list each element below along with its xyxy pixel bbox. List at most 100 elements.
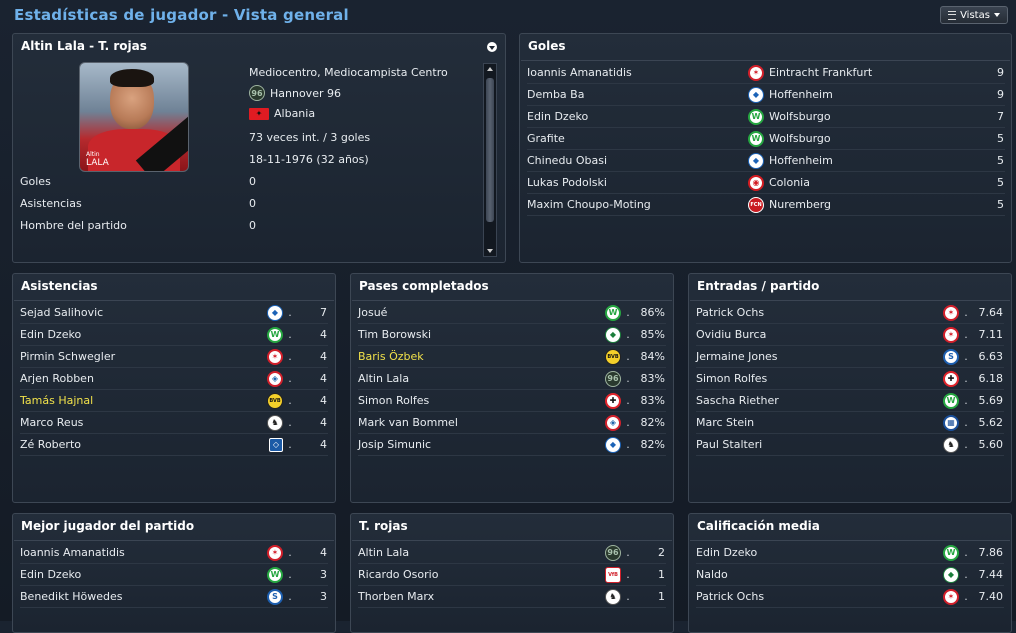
stat-value: 83% bbox=[640, 394, 665, 407]
table-row[interactable]: Pirmin Schwegler ✶. 4 bbox=[20, 346, 328, 368]
player-name[interactable]: Zé Roberto bbox=[20, 438, 81, 451]
scrollbar[interactable] bbox=[483, 63, 497, 257]
player-name[interactable]: Sascha Riether bbox=[696, 394, 779, 407]
player-name[interactable]: Ovidiu Burca bbox=[696, 328, 767, 341]
player-name[interactable]: Marc Stein bbox=[696, 416, 755, 429]
player-name[interactable]: Altin Lala bbox=[358, 546, 410, 559]
table-row[interactable]: Altin Lala 96. 2 bbox=[358, 542, 666, 564]
table-row[interactable]: Zé Roberto ◇. 4 bbox=[20, 434, 328, 456]
club-cell[interactable]: FCN Nuremberg bbox=[748, 196, 974, 213]
player-name[interactable]: Demba Ba bbox=[527, 88, 585, 101]
separator-dot: . bbox=[964, 350, 968, 363]
wolfsburg-crest-icon: W bbox=[748, 108, 764, 125]
player-name[interactable]: Simon Rolfes bbox=[358, 394, 430, 407]
player-name[interactable]: Ricardo Osorio bbox=[358, 568, 439, 581]
table-row[interactable]: Sascha Riether W. 5.69 bbox=[696, 390, 1004, 412]
table-row[interactable]: Naldo ◆. 7.44 bbox=[696, 564, 1004, 586]
player-name[interactable]: Josip Simunic bbox=[358, 438, 432, 451]
player-name[interactable]: Naldo bbox=[696, 568, 728, 581]
table-row[interactable]: Baris Özbek BVB. 84% bbox=[358, 346, 666, 368]
table-row[interactable]: Patrick Ochs ✶. 7.40 bbox=[696, 586, 1004, 608]
table-row[interactable]: Edin Dzeko W. 3 bbox=[20, 564, 328, 586]
player-name[interactable]: Marco Reus bbox=[20, 416, 84, 429]
player-name[interactable]: Pirmin Schwegler bbox=[20, 350, 116, 363]
table-row[interactable]: Jermaine Jones S. 6.63 bbox=[696, 346, 1004, 368]
player-name[interactable]: Chinedu Obasi bbox=[527, 154, 608, 167]
table-row[interactable]: Marco Reus ♞. 4 bbox=[20, 412, 328, 434]
player-name[interactable]: Josué bbox=[358, 306, 388, 319]
table-row[interactable]: Arjen Robben ◈. 4 bbox=[20, 368, 328, 390]
table-row[interactable]: Tamás Hajnal BVB. 4 bbox=[20, 390, 328, 412]
table-row[interactable]: Edin Dzeko W. 7.86 bbox=[696, 542, 1004, 564]
scrollbar-thumb[interactable] bbox=[486, 78, 494, 222]
player-name[interactable]: Edin Dzeko bbox=[527, 110, 589, 123]
table-row[interactable]: Simon Rolfes ✚. 6.18 bbox=[696, 368, 1004, 390]
player-name[interactable]: Patrick Ochs bbox=[696, 590, 765, 603]
stat-value: 5 bbox=[997, 132, 1004, 145]
club-cell[interactable]: W Wolfsburgo bbox=[748, 130, 974, 147]
table-row[interactable]: Grafite W Wolfsburgo 5 bbox=[527, 128, 1005, 150]
player-name[interactable]: Maxim Choupo-Moting bbox=[527, 198, 651, 211]
table-row[interactable]: Marc Stein ▦. 5.62 bbox=[696, 412, 1004, 434]
stat-value: 4 bbox=[320, 328, 327, 341]
scroll-down-icon[interactable] bbox=[487, 249, 493, 253]
table-row[interactable]: Lukas Podolski ◉ Colonia 5 bbox=[527, 172, 1005, 194]
table-row[interactable]: Tim Borowski ◆. 85% bbox=[358, 324, 666, 346]
separator-dot: . bbox=[964, 372, 968, 385]
player-name[interactable]: Baris Özbek bbox=[358, 350, 424, 363]
table-row[interactable]: Demba Ba ◆ Hoffenheim 9 bbox=[527, 84, 1005, 106]
club-cell[interactable]: ◆ Hoffenheim bbox=[748, 152, 974, 169]
player-name[interactable]: Ioannis Amanatidis bbox=[20, 546, 125, 559]
table-row[interactable]: Benedikt Höwedes S. 3 bbox=[20, 586, 328, 608]
player-name[interactable]: Patrick Ochs bbox=[696, 306, 765, 319]
table-row[interactable]: Ioannis Amanatidis ✶. 4 bbox=[20, 542, 328, 564]
views-button[interactable]: Vistas bbox=[940, 6, 1008, 24]
player-name[interactable]: Altin Lala bbox=[358, 372, 410, 385]
scroll-up-icon[interactable] bbox=[487, 67, 493, 71]
player-nation[interactable]: ✦ Albania bbox=[249, 107, 315, 120]
table-row[interactable]: Thorben Marx ♞. 1 bbox=[358, 586, 666, 608]
stat-value: 4 bbox=[320, 438, 327, 451]
views-button-label: Vistas bbox=[960, 9, 990, 21]
player-name[interactable]: Thorben Marx bbox=[358, 590, 435, 603]
panel-menu-icon[interactable] bbox=[487, 42, 497, 52]
player-name[interactable]: Jermaine Jones bbox=[696, 350, 778, 363]
player-name[interactable]: Tim Borowski bbox=[358, 328, 432, 341]
table-row[interactable]: Mark van Bommel ◈. 82% bbox=[358, 412, 666, 434]
table-row[interactable]: Edin Dzeko W. 4 bbox=[20, 324, 328, 346]
player-name[interactable]: Edin Dzeko bbox=[20, 328, 82, 341]
club-cell[interactable]: W Wolfsburgo bbox=[748, 108, 974, 125]
player-name[interactable]: Tamás Hajnal bbox=[20, 394, 94, 407]
gladbach-crest-icon: ♞ bbox=[943, 436, 959, 453]
table-row[interactable]: Ovidiu Burca ✶. 7.11 bbox=[696, 324, 1004, 346]
player-club[interactable]: 96 Hannover 96 bbox=[249, 85, 341, 101]
club-cell[interactable]: ◉ Colonia bbox=[748, 174, 974, 191]
stat-value: 7.64 bbox=[978, 306, 1004, 319]
player-name[interactable]: Mark van Bommel bbox=[358, 416, 458, 429]
eintracht-frankfurt-crest-icon: ✶ bbox=[267, 348, 283, 365]
player-name[interactable]: Grafite bbox=[527, 132, 565, 145]
player-name[interactable]: Lukas Podolski bbox=[527, 176, 607, 189]
table-row[interactable]: Chinedu Obasi ◆ Hoffenheim 5 bbox=[527, 150, 1005, 172]
table-row[interactable]: Patrick Ochs ✶. 7.64 bbox=[696, 302, 1004, 324]
table-row[interactable]: Paul Stalteri ♞. 5.60 bbox=[696, 434, 1004, 456]
table-row[interactable]: Altin Lala 96. 83% bbox=[358, 368, 666, 390]
table-row[interactable]: Josué W. 86% bbox=[358, 302, 666, 324]
player-name[interactable]: Benedikt Höwedes bbox=[20, 590, 123, 603]
club-cell[interactable]: ✶ Eintracht Frankfurt bbox=[748, 64, 974, 81]
player-name[interactable]: Simon Rolfes bbox=[696, 372, 768, 385]
table-row[interactable]: Simon Rolfes ✚. 83% bbox=[358, 390, 666, 412]
player-name[interactable]: Paul Stalteri bbox=[696, 438, 763, 451]
table-row[interactable]: Ioannis Amanatidis ✶ Eintracht Frankfurt 9 bbox=[527, 62, 1005, 84]
club-cell[interactable]: ◆ Hoffenheim bbox=[748, 86, 974, 103]
table-row[interactable]: Sejad Salihovic ◆. 7 bbox=[20, 302, 328, 324]
player-name[interactable]: Edin Dzeko bbox=[20, 568, 82, 581]
player-name[interactable]: Edin Dzeko bbox=[696, 546, 758, 559]
player-name[interactable]: Ioannis Amanatidis bbox=[527, 66, 632, 79]
table-row[interactable]: Maxim Choupo-Moting FCN Nuremberg 5 bbox=[527, 194, 1005, 216]
table-row[interactable]: Ricardo Osorio VfB. 1 bbox=[358, 564, 666, 586]
table-row[interactable]: Josip Simunic ◆. 82% bbox=[358, 434, 666, 456]
table-row[interactable]: Edin Dzeko W Wolfsburgo 7 bbox=[527, 106, 1005, 128]
player-name[interactable]: Arjen Robben bbox=[20, 372, 94, 385]
player-name[interactable]: Sejad Salihovic bbox=[20, 306, 104, 319]
